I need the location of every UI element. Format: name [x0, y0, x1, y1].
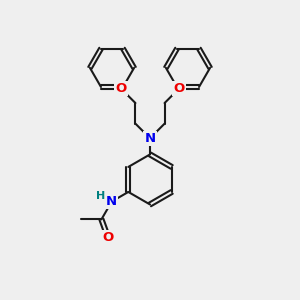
Text: H: H	[96, 191, 105, 201]
Text: N: N	[144, 132, 156, 145]
Text: O: O	[102, 231, 114, 244]
Text: O: O	[173, 82, 185, 95]
Text: N: N	[106, 195, 117, 208]
Text: O: O	[115, 82, 127, 95]
